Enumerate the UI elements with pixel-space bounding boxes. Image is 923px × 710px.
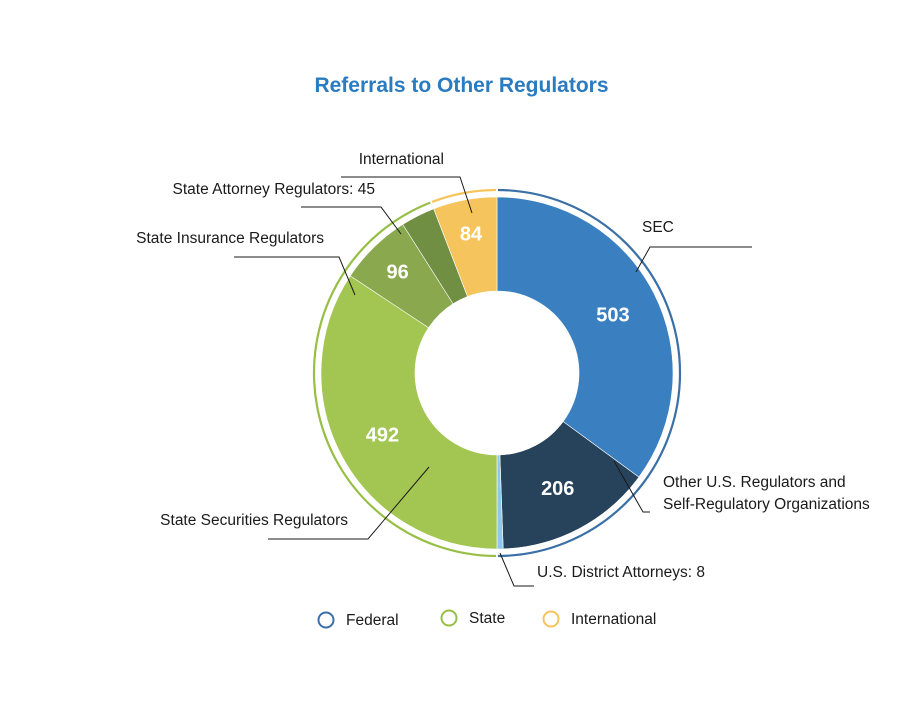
donut-hole xyxy=(415,291,579,455)
legend-marker-state xyxy=(440,609,458,627)
slice-state-securities-regulators xyxy=(320,275,498,550)
slice-label-state-securities-regulators: State Securities Regulators xyxy=(160,512,348,529)
ring-international xyxy=(431,188,497,203)
ring-state xyxy=(312,201,497,558)
slice-label-sec: SEC xyxy=(642,219,674,236)
leader-international xyxy=(341,176,473,214)
legend-label-state: State xyxy=(469,610,505,627)
slice-label-other-u-s-regulators-and-self-regulatory-organizations-line-2: Self-Regulatory Organizations xyxy=(663,496,870,513)
leader-state-insurance-regulators xyxy=(234,256,356,296)
slice-international xyxy=(433,196,498,297)
value-label-state-insurance-regulators: 96 xyxy=(386,262,408,284)
slice-labels: SEC Other U.S. Regulators and Self-Regulat… xyxy=(136,151,870,581)
legend-label-federal: Federal xyxy=(346,612,399,629)
legend-marker-federal xyxy=(317,611,335,629)
leader-other-u-s-regulators-and-self-regulatory-organizations xyxy=(613,460,650,513)
slice-sec xyxy=(496,196,674,478)
slice-other-u-s-regulators-and-self-regulatory-organizations xyxy=(499,421,640,550)
legend-marker-international xyxy=(542,610,560,628)
ring-federal xyxy=(497,188,681,558)
value-label-other-u-s-regulators-and-self-regulatory-organizations: 206 xyxy=(541,478,574,500)
legend: Federal State International xyxy=(317,609,656,629)
group-rings xyxy=(312,188,681,558)
leader-state-attorney-regulators-45 xyxy=(301,206,402,235)
donut-slices xyxy=(320,196,674,550)
leader-lines xyxy=(234,176,752,587)
slice-value-labels: 503 206 492 96 84 xyxy=(366,223,630,500)
chart-title: Referrals to Other Regulators xyxy=(314,74,609,97)
value-label-international: 84 xyxy=(460,223,483,245)
value-label-sec: 503 xyxy=(596,304,629,326)
value-label-state-securities-regulators: 492 xyxy=(366,425,399,447)
slice-label-international: International xyxy=(359,151,444,168)
leader-state-securities-regulators xyxy=(268,466,430,540)
legend-label-international: International xyxy=(571,611,656,628)
leader-sec xyxy=(635,246,752,273)
slice-label-state-insurance-regulators: State Insurance Regulators xyxy=(136,230,324,247)
slice-label-other-u-s-regulators-and-self-regulatory-organizations-line-1: Other U.S. Regulators and xyxy=(663,474,846,491)
slice-label-u-s-district-attorneys-8: U.S. District Attorneys: 8 xyxy=(537,564,705,581)
slice-label-state-attorney-regulators-45: State Attorney Regulators: 45 xyxy=(173,181,375,198)
leader-u-s-district-attorneys-8 xyxy=(499,552,534,587)
